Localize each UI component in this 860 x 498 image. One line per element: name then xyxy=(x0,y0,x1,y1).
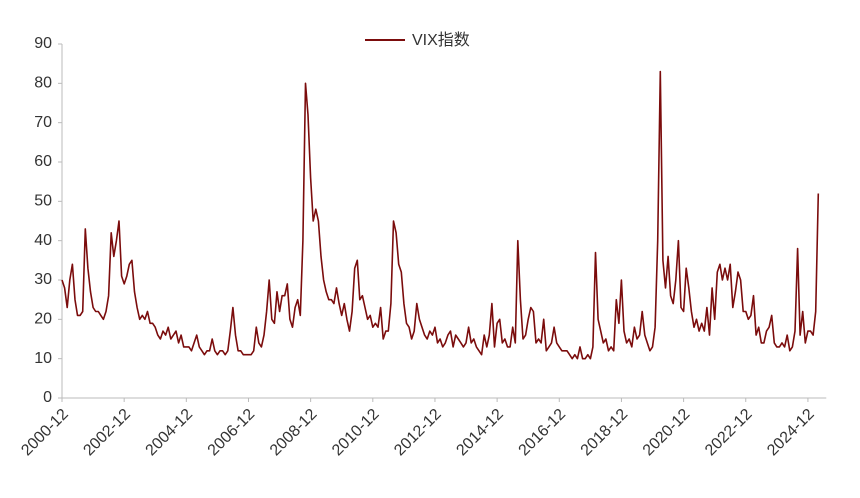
x-tick-label: 2000-12 xyxy=(18,406,72,460)
x-tick-label: 2016-12 xyxy=(516,406,570,460)
x-tick-label: 2014-12 xyxy=(453,406,507,460)
x-tick-label: 2006-12 xyxy=(205,406,259,460)
y-tick-label: 10 xyxy=(34,350,52,367)
x-tick-label: 2022-12 xyxy=(702,406,756,460)
series-line xyxy=(61,70,820,360)
x-tick-label: 2012-12 xyxy=(391,406,445,460)
x-tick-label: 2024-12 xyxy=(764,406,818,460)
x-tick-label: 2004-12 xyxy=(143,406,197,460)
x-tick-label: 2010-12 xyxy=(329,406,383,460)
y-tick-label: 70 xyxy=(34,114,52,131)
y-tick-label: 30 xyxy=(34,271,52,288)
y-tick-label: 80 xyxy=(34,75,52,92)
legend-label: VIX指数 xyxy=(412,31,470,49)
y-tick-label: 40 xyxy=(34,232,52,249)
x-tick-label: 2002-12 xyxy=(80,406,134,460)
x-tick-label: 2018-12 xyxy=(578,406,632,460)
y-tick-label: 20 xyxy=(34,311,52,328)
y-tick-label: 0 xyxy=(43,389,52,406)
y-tick-label: 60 xyxy=(34,153,52,170)
x-tick-label: 2020-12 xyxy=(640,406,694,460)
y-tick-label: 50 xyxy=(34,193,52,210)
y-tick-label: 90 xyxy=(34,35,52,52)
x-tick-label: 2008-12 xyxy=(267,406,321,460)
